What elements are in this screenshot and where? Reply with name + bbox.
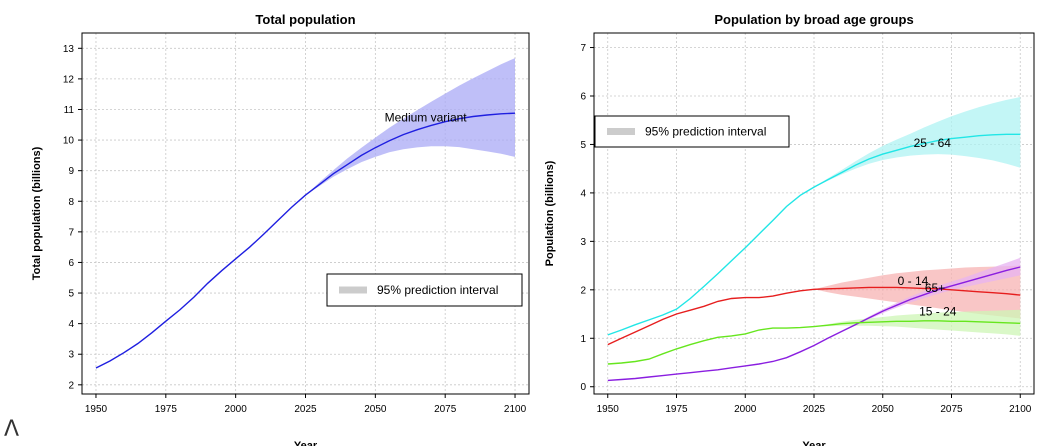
series-label-25-64: 25 - 64 xyxy=(914,136,952,150)
x-tick-label: 2050 xyxy=(364,404,387,415)
y-tick-label: 4 xyxy=(580,188,586,199)
prediction-band-0-14 xyxy=(607,265,1021,345)
y-axis-label: Total population (billions) xyxy=(31,146,43,280)
legend: 95% prediction interval xyxy=(594,115,790,148)
x-axis-label: Year xyxy=(294,440,318,446)
x-tick-label: 2100 xyxy=(504,404,527,415)
y-axis-label: Population (billions) xyxy=(544,160,556,266)
x-tick-label: 2000 xyxy=(734,404,757,415)
prediction-band-25-64 xyxy=(607,97,1021,335)
legend-label: 95% prediction interval xyxy=(377,283,498,297)
y-tick-label: 2 xyxy=(68,380,74,391)
y-tick-label: 5 xyxy=(68,289,74,300)
y-tick-label: 4 xyxy=(68,319,74,330)
y-tick-label: 10 xyxy=(63,136,75,147)
legend: 95% prediction interval xyxy=(326,273,523,307)
series-line-65 xyxy=(607,266,1021,382)
x-tick-label: 1950 xyxy=(85,404,108,415)
y-tick-label: 13 xyxy=(63,44,75,55)
y-tick-label: 5 xyxy=(580,140,586,151)
x-tick-label: 2050 xyxy=(872,404,895,415)
series-line-15-24 xyxy=(607,320,1021,365)
x-axis-label: Year xyxy=(802,440,826,446)
y-tick-label: 2 xyxy=(580,285,586,296)
y-tick-label: 6 xyxy=(68,258,74,269)
x-tick-label: 2075 xyxy=(940,404,963,415)
y-tick-label: 9 xyxy=(68,166,74,177)
prediction-band-medium-variant xyxy=(96,58,515,368)
series-line-25-64 xyxy=(607,133,1021,336)
series-label-medium-variant: Medium variant xyxy=(385,111,468,125)
x-tick-label: 1975 xyxy=(665,404,688,415)
chart-title: Population by broad age groups xyxy=(714,12,913,27)
chart-title: Total population xyxy=(255,12,355,27)
x-tick-label: 1975 xyxy=(155,404,178,415)
y-tick-label: 1 xyxy=(580,334,586,345)
series-label-65: 65+ xyxy=(925,281,945,295)
y-tick-label: 3 xyxy=(68,350,74,361)
series-line-medium-variant xyxy=(95,112,516,369)
prediction-band-15-24 xyxy=(607,309,1021,364)
x-tick-label: 2000 xyxy=(225,404,248,415)
y-tick-label: 7 xyxy=(68,227,74,238)
x-tick-label: 2025 xyxy=(294,404,317,415)
y-tick-label: 11 xyxy=(64,105,75,116)
series-line-0-14 xyxy=(607,286,1021,346)
y-tick-label: 0 xyxy=(580,382,586,393)
series-label-15-24: 15 - 24 xyxy=(919,305,957,319)
series-label-0-14: 0 - 14 xyxy=(898,274,929,288)
y-tick-label: 3 xyxy=(580,237,586,248)
y-tick-label: 6 xyxy=(580,91,586,102)
x-tick-label: 2025 xyxy=(803,404,826,415)
y-tick-label: 7 xyxy=(580,43,586,54)
x-tick-label: 1950 xyxy=(597,404,620,415)
x-tick-label: 2075 xyxy=(434,404,457,415)
legend-label: 95% prediction interval xyxy=(645,125,766,139)
collapse-caret-icon[interactable]: Λ xyxy=(4,417,20,442)
x-tick-label: 2100 xyxy=(1009,404,1032,415)
y-tick-label: 8 xyxy=(68,197,74,208)
y-tick-label: 12 xyxy=(63,74,75,85)
